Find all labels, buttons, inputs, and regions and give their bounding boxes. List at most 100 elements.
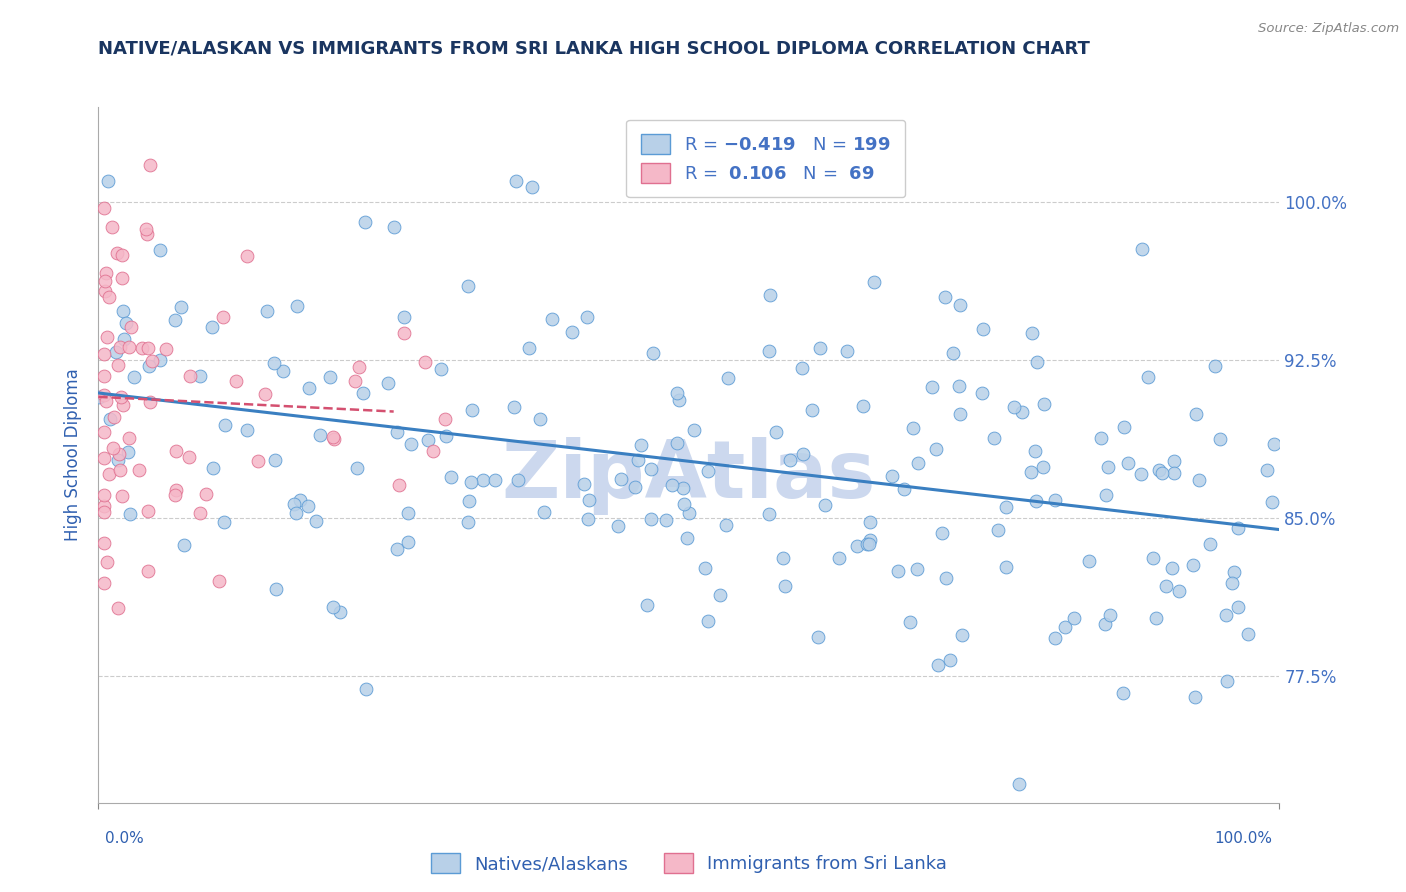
Point (94, 284, 117, 298)
Point (111, 489, 134, 503)
Point (540, 312, 562, 326)
Point (1032, 460, 1054, 475)
Point (983, 431, 1005, 445)
Point (970, 386, 993, 401)
Point (136, 227, 159, 242)
Point (1226, 521, 1249, 535)
Point (900, 615, 922, 629)
Point (149, 243, 172, 257)
Point (120, 508, 142, 522)
Point (433, 412, 456, 426)
Point (169, 300, 191, 314)
Point (392, 310, 415, 324)
Point (758, 344, 780, 359)
Point (385, 542, 408, 557)
Point (641, 345, 664, 359)
Point (1043, 631, 1066, 645)
Point (859, 533, 882, 548)
Point (97, 174, 120, 188)
Point (290, 493, 312, 508)
Point (1261, 495, 1284, 509)
Point (837, 344, 859, 359)
Point (1181, 558, 1204, 572)
Point (413, 355, 436, 369)
Point (1090, 432, 1112, 446)
Point (627, 453, 650, 467)
Point (323, 432, 346, 446)
Point (522, 179, 544, 194)
Point (856, 536, 879, 550)
Point (807, 630, 830, 644)
Point (208, 574, 231, 589)
Point (640, 512, 662, 526)
Point (460, 475, 482, 489)
Point (93, 425, 115, 439)
Point (297, 499, 319, 513)
Point (118, 431, 141, 445)
Point (1209, 432, 1232, 446)
Point (1199, 536, 1222, 550)
Point (107, 601, 129, 615)
Point (880, 468, 903, 483)
Point (1078, 554, 1101, 568)
Point (396, 535, 419, 549)
Point (285, 299, 308, 313)
Point (101, 220, 124, 235)
Point (1222, 565, 1244, 579)
Point (136, 564, 159, 578)
Point (236, 248, 259, 262)
Point (440, 470, 463, 484)
Point (775, 578, 797, 592)
Point (117, 445, 139, 459)
Point (163, 312, 186, 326)
Point (790, 361, 813, 376)
Point (942, 346, 965, 360)
Point (111, 270, 134, 285)
Point (1168, 584, 1191, 599)
Text: Source: ZipAtlas.com: Source: ZipAtlas.com (1258, 22, 1399, 36)
Point (346, 461, 368, 475)
Point (1024, 444, 1046, 458)
Point (717, 371, 740, 385)
Point (665, 435, 688, 450)
Point (128, 463, 150, 477)
Point (502, 401, 524, 415)
Point (93, 500, 115, 514)
Point (112, 332, 135, 346)
Point (1226, 599, 1249, 614)
Point (1019, 465, 1042, 479)
Point (623, 480, 645, 494)
Point (893, 482, 915, 496)
Point (96, 329, 118, 343)
Point (949, 408, 972, 422)
Point (285, 506, 308, 520)
Point (846, 539, 869, 553)
Point (263, 356, 285, 370)
Point (779, 452, 801, 467)
Point (931, 525, 953, 540)
Point (995, 500, 1018, 514)
Point (925, 442, 948, 456)
Point (1184, 690, 1206, 704)
Point (887, 565, 910, 579)
Point (322, 600, 344, 615)
Point (93, 201, 115, 215)
Point (814, 498, 837, 512)
Point (382, 219, 405, 234)
Point (138, 359, 160, 374)
Point (246, 454, 269, 468)
Point (96, 393, 118, 408)
Point (1129, 467, 1152, 481)
Point (693, 561, 716, 575)
Point (1163, 467, 1185, 481)
Point (1063, 610, 1085, 624)
Point (354, 215, 377, 229)
Point (139, 395, 162, 409)
Point (94, 266, 117, 280)
Point (396, 506, 419, 520)
Point (173, 538, 195, 552)
Point (655, 513, 678, 527)
Point (457, 279, 479, 293)
Point (388, 477, 411, 491)
Point (529, 412, 551, 426)
